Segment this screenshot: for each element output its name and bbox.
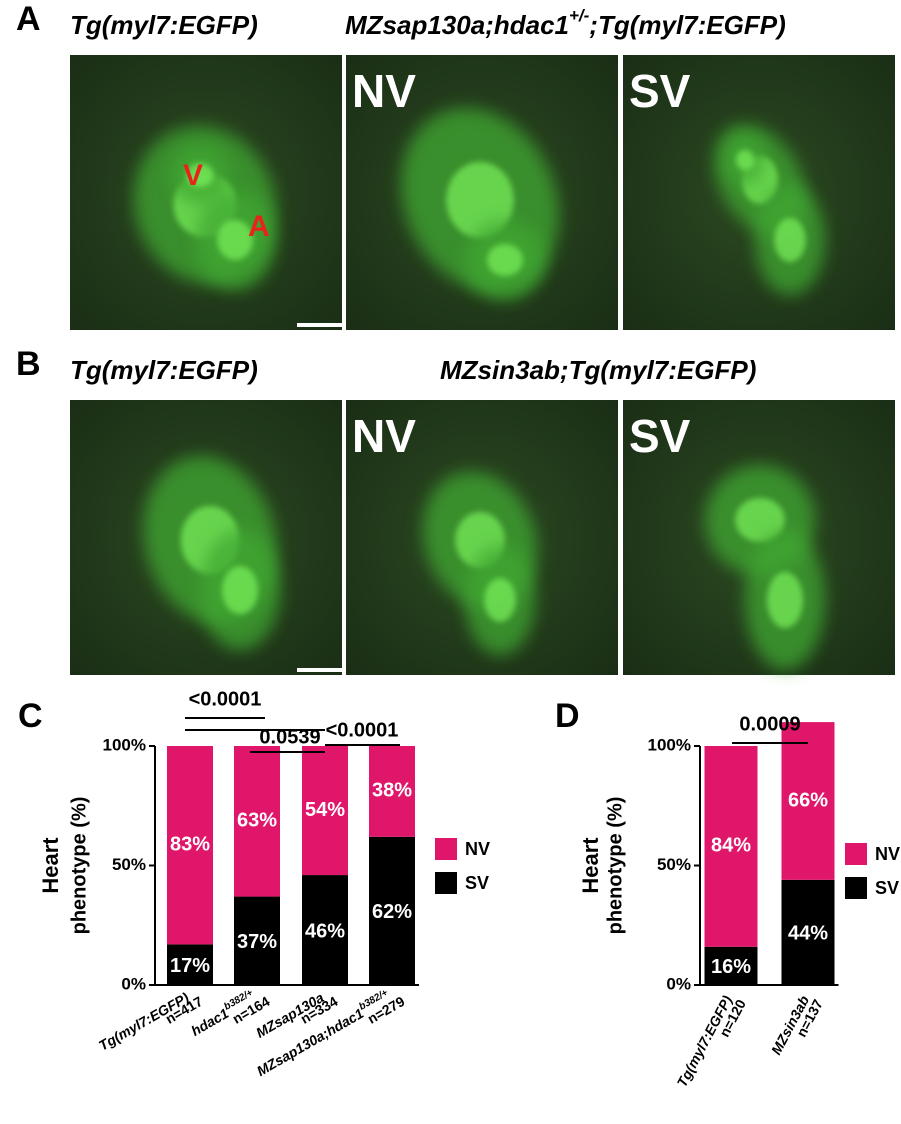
- bar-segment: [704, 946, 758, 985]
- header-text: MZsap130a;hdac1: [345, 10, 569, 40]
- heart-core: [774, 218, 806, 262]
- y-axis-label: Heart: [578, 837, 603, 894]
- x-tick-label: Tg(myl7:EGFP): [673, 992, 735, 1089]
- panel-header: Tg(myl7:EGFP): [70, 355, 258, 385]
- y-tick-label: 0%: [121, 974, 146, 993]
- bar-segment: [781, 879, 835, 985]
- bar-segment: [167, 944, 213, 985]
- chamber-label: V: [183, 159, 203, 192]
- legend-swatch: [845, 877, 867, 899]
- value-label: 54%: [305, 799, 345, 821]
- panel-label: A: [16, 0, 41, 38]
- legend-swatch: [845, 843, 867, 865]
- legend-label: SV: [465, 873, 489, 893]
- heart-core: [446, 162, 514, 238]
- panel-label: B: [16, 345, 41, 383]
- chamber-label: A: [248, 210, 270, 243]
- value-label: 63%: [237, 810, 277, 832]
- panel-header: Tg(myl7:EGFP): [70, 10, 258, 40]
- image-label: NV: [352, 410, 416, 462]
- bar-segment: [781, 722, 835, 880]
- value-label: 16%: [711, 956, 751, 978]
- heart-core: [217, 220, 253, 260]
- p-value: <0.0001: [326, 719, 399, 741]
- header-text: Tg(myl7:EGFP): [70, 355, 258, 385]
- y-tick-label: 100%: [648, 735, 691, 754]
- value-label: 46%: [305, 920, 345, 942]
- header-text: MZsin3ab;Tg(myl7:EGFP): [440, 355, 756, 385]
- heart-core: [736, 150, 754, 170]
- category-name: Tg(myl7:EGFP): [673, 992, 735, 1089]
- value-label: 44%: [788, 923, 828, 945]
- legend-label: SV: [875, 878, 899, 898]
- value-label: 62%: [372, 901, 412, 923]
- bar-segment: [234, 896, 280, 985]
- panel-label: D: [555, 697, 580, 735]
- bar-segment: [704, 746, 758, 947]
- legend-swatch: [435, 872, 457, 894]
- image-label: NV: [352, 65, 416, 117]
- y-tick-label: 0%: [666, 974, 691, 993]
- header-text: Tg(myl7:EGFP): [70, 10, 258, 40]
- y-axis-label: Heart: [38, 837, 63, 894]
- heart-core: [186, 163, 214, 187]
- value-label: 38%: [372, 780, 412, 802]
- image-label: SV: [629, 65, 691, 117]
- y-axis-label: phenotype (%): [68, 797, 90, 935]
- panel-header: MZsap130a;hdac1+/-;Tg(myl7:EGFP): [345, 6, 786, 39]
- superscript: +/-: [569, 6, 590, 25]
- bar-segment: [234, 746, 280, 897]
- panel-header: MZsin3ab;Tg(myl7:EGFP): [440, 355, 756, 385]
- value-label: 84%: [711, 835, 751, 857]
- value-label: 83%: [170, 833, 210, 855]
- heart-core: [222, 566, 258, 614]
- bar-segment: [369, 836, 415, 985]
- header-text: ;Tg(myl7:EGFP): [589, 10, 785, 40]
- heart-core: [735, 498, 785, 542]
- y-tick-label: 50%: [657, 855, 691, 874]
- heart-core: [484, 578, 516, 622]
- heart-core: [767, 572, 803, 628]
- bar-segment: [302, 746, 348, 876]
- p-value: 0.0009: [739, 713, 800, 735]
- legend-label: NV: [465, 839, 490, 859]
- value-label: 66%: [788, 789, 828, 811]
- p-value: 0.0539: [259, 726, 320, 748]
- value-label: 37%: [237, 931, 277, 953]
- image-label: SV: [629, 410, 691, 462]
- heart-core: [487, 244, 523, 276]
- panel-label: C: [18, 697, 43, 735]
- y-axis-label: phenotype (%): [604, 797, 626, 935]
- legend-label: NV: [875, 844, 900, 864]
- bar-segment: [369, 746, 415, 837]
- y-tick-label: 50%: [112, 855, 146, 874]
- p-value: <0.0001: [189, 688, 262, 710]
- value-label: 17%: [170, 955, 210, 977]
- legend-swatch: [435, 838, 457, 860]
- y-tick-label: 100%: [103, 735, 146, 754]
- bar-segment: [302, 875, 348, 985]
- bar-segment: [167, 746, 213, 945]
